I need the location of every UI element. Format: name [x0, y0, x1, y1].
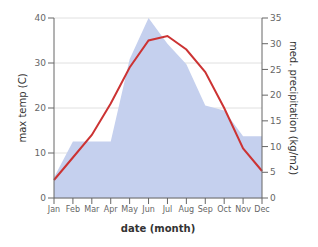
svg-text:25: 25: [270, 65, 281, 75]
svg-text:30: 30: [270, 39, 282, 49]
svg-text:10: 10: [35, 148, 47, 158]
svg-text:Mar: Mar: [84, 205, 100, 214]
svg-text:Oct: Oct: [217, 205, 231, 214]
svg-text:15: 15: [270, 116, 281, 126]
svg-text:max temp (C): max temp (C): [17, 73, 28, 142]
svg-text:5: 5: [270, 167, 276, 177]
svg-text:Feb: Feb: [66, 205, 80, 214]
svg-text:30: 30: [35, 58, 47, 68]
svg-text:Jun: Jun: [141, 205, 155, 214]
svg-text:10: 10: [270, 142, 282, 152]
svg-text:med. precipitation (kg/m2): med. precipitation (kg/m2): [288, 41, 299, 175]
svg-text:20: 20: [270, 90, 282, 100]
svg-text:20: 20: [35, 103, 47, 113]
svg-text:Apr: Apr: [104, 205, 119, 214]
svg-text:Aug: Aug: [179, 205, 195, 214]
svg-text:Nov: Nov: [235, 205, 251, 214]
svg-text:May: May: [121, 205, 138, 214]
svg-text:date (month): date (month): [121, 223, 195, 234]
svg-text:Dec: Dec: [254, 205, 269, 214]
svg-text:40: 40: [35, 13, 47, 23]
svg-text:0: 0: [40, 193, 46, 203]
svg-text:Jan: Jan: [47, 205, 60, 214]
svg-text:35: 35: [270, 13, 281, 23]
svg-text:Jul: Jul: [162, 205, 173, 214]
svg-text:Sep: Sep: [198, 205, 213, 214]
svg-text:0: 0: [270, 193, 276, 203]
